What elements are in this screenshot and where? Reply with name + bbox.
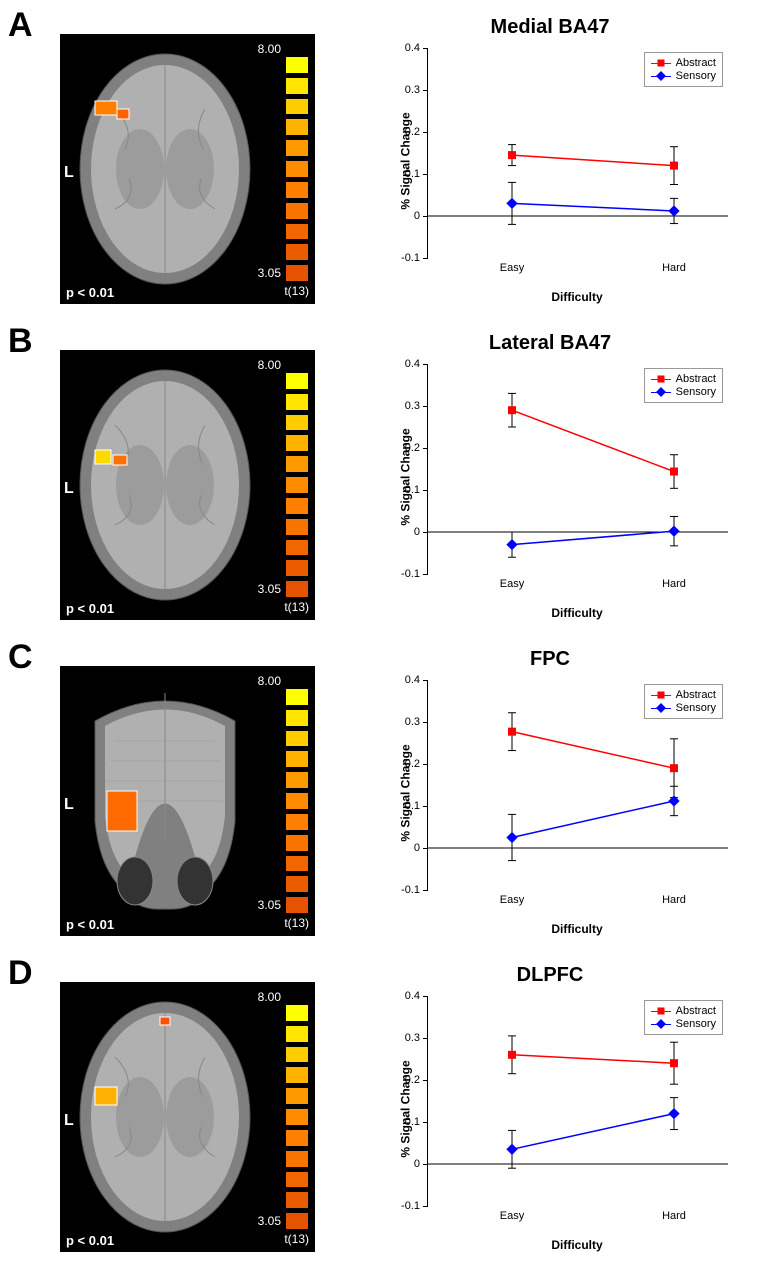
colorbar-min: 3.05 bbox=[258, 266, 281, 280]
brain-slice bbox=[65, 355, 265, 615]
x-axis-label: Difficulty bbox=[427, 290, 727, 304]
legend-sensory: Sensory bbox=[676, 386, 716, 398]
left-indicator: L bbox=[64, 1112, 74, 1130]
colorbar-min: 3.05 bbox=[258, 1214, 281, 1228]
colorbar bbox=[285, 688, 309, 914]
p-threshold: p < 0.01 bbox=[66, 1233, 114, 1248]
panel-C: C L p < 0.01 8.00 3.05 t(13) FPC % Signa… bbox=[0, 638, 765, 946]
colorbar-stat: t(13) bbox=[284, 600, 309, 614]
p-threshold: p < 0.01 bbox=[66, 285, 114, 300]
x-axis-label: Difficulty bbox=[427, 606, 727, 620]
legend: Abstract Sensory bbox=[644, 368, 723, 403]
brain-slice bbox=[65, 39, 265, 299]
left-indicator: L bbox=[64, 480, 74, 498]
brain-image-box: L p < 0.01 8.00 3.05 t(13) bbox=[60, 982, 315, 1252]
legend-sensory: Sensory bbox=[676, 70, 716, 82]
legend: Abstract Sensory bbox=[644, 684, 723, 719]
x-axis-label: Difficulty bbox=[427, 922, 727, 936]
plot-area: -0.100.10.20.30.4 Easy Hard Abstract Sen… bbox=[427, 680, 727, 890]
x-axis-label: Difficulty bbox=[427, 1238, 727, 1252]
panel-label: B bbox=[8, 322, 33, 361]
line-chart: FPC % Signal Change -0.100.10.20.30.4 Ea… bbox=[355, 648, 745, 938]
legend: Abstract Sensory bbox=[644, 52, 723, 87]
line-chart: DLPFC % Signal Change -0.100.10.20.30.4 … bbox=[355, 964, 745, 1254]
brain-image-box: L p < 0.01 8.00 3.05 t(13) bbox=[60, 34, 315, 304]
brain-slice bbox=[65, 671, 265, 931]
brain-image-box: L p < 0.01 8.00 3.05 t(13) bbox=[60, 666, 315, 936]
legend-abstract: Abstract bbox=[676, 57, 716, 69]
panel-B: B L p < 0.01 8.00 3.05 t(13) Lateral BA4… bbox=[0, 322, 765, 630]
line-chart: Medial BA47 % Signal Change -0.100.10.20… bbox=[355, 16, 745, 306]
plot-area: -0.100.10.20.30.4 Easy Hard Abstract Sen… bbox=[427, 48, 727, 258]
colorbar-stat: t(13) bbox=[284, 1232, 309, 1246]
plot-area: -0.100.10.20.30.4 Easy Hard Abstract Sen… bbox=[427, 996, 727, 1206]
colorbar-stat: t(13) bbox=[284, 916, 309, 930]
panel-A: A L p < 0.01 8.00 3.05 t(13) Medial BA47… bbox=[0, 6, 765, 314]
panel-label: C bbox=[8, 638, 33, 677]
left-indicator: L bbox=[64, 796, 74, 814]
colorbar-stat: t(13) bbox=[284, 284, 309, 298]
colorbar-max: 8.00 bbox=[258, 42, 281, 56]
left-indicator: L bbox=[64, 164, 74, 182]
line-chart: Lateral BA47 % Signal Change -0.100.10.2… bbox=[355, 332, 745, 622]
colorbar bbox=[285, 56, 309, 282]
legend-abstract: Abstract bbox=[676, 1005, 716, 1017]
chart-title: FPC bbox=[355, 648, 745, 671]
colorbar-min: 3.05 bbox=[258, 582, 281, 596]
colorbar bbox=[285, 372, 309, 598]
panel-D: D L p < 0.01 8.00 3.05 t(13) DLPFC % Sig… bbox=[0, 954, 765, 1262]
p-threshold: p < 0.01 bbox=[66, 601, 114, 616]
legend-abstract: Abstract bbox=[676, 689, 716, 701]
legend-abstract: Abstract bbox=[676, 373, 716, 385]
legend: Abstract Sensory bbox=[644, 1000, 723, 1035]
brain-image-box: L p < 0.01 8.00 3.05 t(13) bbox=[60, 350, 315, 620]
panel-label: D bbox=[8, 954, 33, 993]
colorbar-max: 8.00 bbox=[258, 674, 281, 688]
colorbar-min: 3.05 bbox=[258, 898, 281, 912]
legend-sensory: Sensory bbox=[676, 702, 716, 714]
chart-title: DLPFC bbox=[355, 964, 745, 987]
colorbar bbox=[285, 1004, 309, 1230]
plot-area: -0.100.10.20.30.4 Easy Hard Abstract Sen… bbox=[427, 364, 727, 574]
p-threshold: p < 0.01 bbox=[66, 917, 114, 932]
legend-sensory: Sensory bbox=[676, 1018, 716, 1030]
chart-title: Lateral BA47 bbox=[355, 332, 745, 355]
colorbar-max: 8.00 bbox=[258, 990, 281, 1004]
chart-title: Medial BA47 bbox=[355, 16, 745, 39]
colorbar-max: 8.00 bbox=[258, 358, 281, 372]
brain-slice bbox=[65, 987, 265, 1247]
panel-label: A bbox=[8, 6, 33, 45]
